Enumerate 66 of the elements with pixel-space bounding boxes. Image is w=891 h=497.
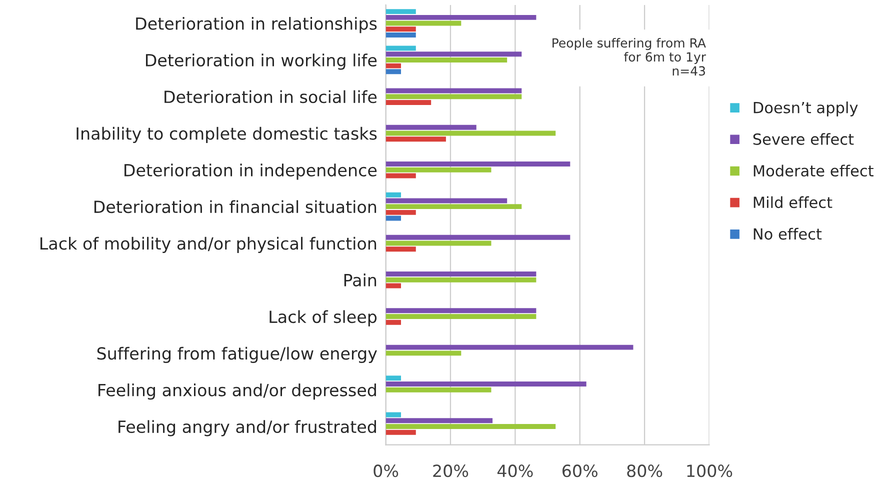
y-tick-label: Deterioration in relationships bbox=[136, 16, 377, 34]
bar bbox=[386, 100, 432, 105]
bar bbox=[386, 418, 493, 424]
bar bbox=[386, 173, 416, 178]
bar bbox=[386, 124, 476, 130]
bar bbox=[386, 198, 508, 204]
bar bbox=[386, 204, 522, 210]
bar bbox=[386, 272, 536, 276]
bar bbox=[386, 344, 634, 350]
bar bbox=[386, 424, 556, 429]
y-tick-label: Deterioration in social life bbox=[164, 90, 377, 104]
bar bbox=[386, 387, 492, 392]
x-tick-label: 100% bbox=[687, 464, 732, 478]
bar bbox=[386, 167, 492, 172]
bar bbox=[386, 162, 570, 167]
bar bbox=[386, 277, 536, 282]
y-tick-label: Deterioration in financial situation bbox=[94, 200, 376, 214]
bar bbox=[386, 63, 402, 68]
y-tick-label: Suffering from fatigue/low energy bbox=[97, 346, 377, 363]
x-tick-label: 60% bbox=[562, 464, 598, 478]
y-tick-label: Pain bbox=[344, 274, 376, 286]
bar bbox=[386, 283, 402, 288]
bar bbox=[386, 234, 570, 240]
legend-label: Moderate effect bbox=[754, 164, 874, 177]
bar bbox=[386, 130, 556, 136]
y-tick-label: Lack of mobility and/or physical function bbox=[40, 236, 376, 254]
bar bbox=[386, 216, 402, 221]
bar bbox=[386, 88, 522, 94]
bar bbox=[386, 57, 508, 62]
bar bbox=[386, 192, 402, 198]
y-tick-label: Inability to complete domestic tasks bbox=[76, 126, 377, 144]
annotation: People suffering from RA for 6m to 1yr n=43 bbox=[552, 38, 706, 76]
bar bbox=[386, 32, 416, 38]
bar bbox=[386, 320, 402, 325]
bar bbox=[386, 314, 536, 320]
bar bbox=[386, 20, 462, 26]
bar bbox=[386, 9, 416, 14]
x-tick-label: 20% bbox=[433, 464, 468, 478]
bar bbox=[386, 94, 522, 100]
bar bbox=[386, 350, 462, 356]
bar bbox=[386, 210, 416, 215]
x-tick-label: 40% bbox=[497, 464, 533, 478]
y-tick-label: Deterioration in working life bbox=[146, 54, 377, 70]
bar bbox=[386, 69, 402, 74]
bar bbox=[386, 381, 586, 386]
bar bbox=[386, 46, 416, 51]
bar bbox=[386, 430, 416, 435]
bar bbox=[386, 26, 416, 32]
legend-label: Doesn’t apply bbox=[754, 102, 858, 116]
y-tick-label: Feeling angry and/or frustrated bbox=[118, 420, 376, 436]
legend-label: No effect bbox=[754, 228, 822, 240]
legend-label: Mild effect bbox=[754, 196, 832, 208]
legend-label: Severe effect bbox=[753, 133, 854, 145]
bar bbox=[386, 246, 416, 252]
bar bbox=[386, 52, 522, 57]
bar bbox=[386, 412, 402, 418]
bar bbox=[386, 14, 536, 20]
y-tick-label: Deterioration in independence bbox=[124, 164, 377, 180]
bar bbox=[386, 240, 492, 246]
y-tick-label: Feeling anxious and/or depressed bbox=[98, 384, 376, 400]
bar bbox=[386, 308, 536, 314]
x-tick-label: 0% bbox=[374, 464, 398, 478]
bar bbox=[386, 376, 402, 381]
bar bbox=[386, 136, 446, 142]
x-tick-label: 80% bbox=[627, 464, 662, 478]
y-tick-label: Lack of sleep bbox=[270, 310, 377, 326]
